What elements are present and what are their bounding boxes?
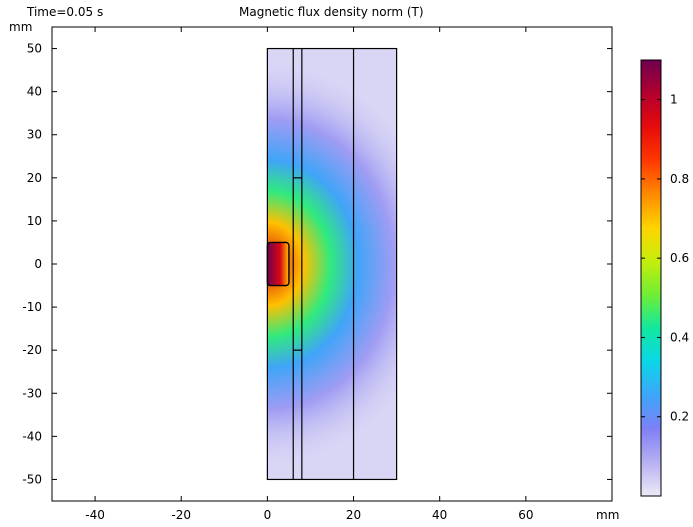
geometry-layer — [266, 47, 398, 481]
colorbar-tick-label: 0.2 — [670, 410, 689, 424]
y-tick-label: -30 — [22, 386, 42, 400]
y-tick-label: -50 — [22, 472, 42, 486]
y-tick-label: 0 — [34, 257, 42, 271]
y-tick-label: 30 — [27, 128, 42, 142]
colorbar-tick-label: 1 — [670, 93, 678, 107]
colorbar-tick-label: 0.4 — [670, 330, 689, 344]
x-tick-label: 60 — [518, 508, 533, 522]
y-axis: -50 -40 -30 -20 -10 0 10 20 30 40 50 — [22, 42, 612, 486]
y-tick-label: -40 — [22, 429, 42, 443]
coil-boundary — [266, 241, 290, 287]
colorbar-tick-label: 0.8 — [670, 172, 689, 186]
x-unit-label: mm — [596, 508, 619, 522]
x-tick-label: 40 — [432, 508, 447, 522]
time-label: Time=0.05 s — [27, 5, 104, 19]
plot-title: Magnetic flux density norm (T) — [239, 5, 424, 19]
x-tick-label: 0 — [264, 508, 272, 522]
y-unit-label: mm — [9, 20, 32, 34]
y-tick-label: -20 — [22, 343, 42, 357]
colorbar-tick-label: 0.6 — [670, 251, 689, 265]
field-layer — [267, 48, 397, 480]
colorbar-gradient — [640, 59, 662, 497]
field-halo — [267, 56, 397, 472]
y-tick-label: 10 — [27, 214, 42, 228]
x-axis: -40 -20 0 20 40 60 — [85, 27, 533, 522]
y-tick-label: -10 — [22, 300, 42, 314]
coil-field — [267, 242, 289, 286]
x-tick-label: -40 — [85, 508, 105, 522]
colorbar: 0.2 0.4 0.6 0.8 1 — [640, 59, 689, 497]
x-tick-label: -20 — [171, 508, 191, 522]
y-tick-label: 40 — [27, 85, 42, 99]
y-tick-label: 20 — [27, 171, 42, 185]
y-tick-label: 50 — [27, 42, 42, 56]
x-tick-label: 20 — [346, 508, 361, 522]
